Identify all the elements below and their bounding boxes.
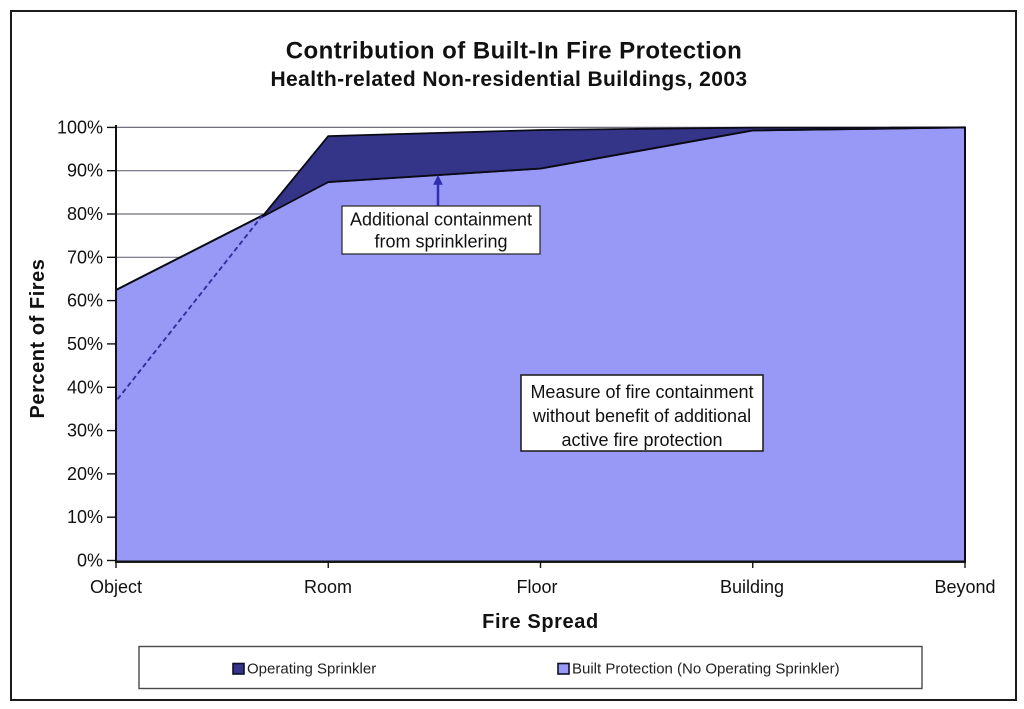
svg-text:Object: Object <box>90 577 142 597</box>
svg-text:Built Protection (No Operating: Built Protection (No Operating Sprinkler… <box>572 661 840 678</box>
svg-text:80%: 80% <box>67 204 103 224</box>
svg-text:10%: 10% <box>67 507 103 527</box>
svg-text:Percent of Fires: Percent of Fires <box>27 259 49 419</box>
svg-text:70%: 70% <box>67 247 103 267</box>
svg-text:without benefit of additional: without benefit of additional <box>532 406 751 426</box>
svg-text:Fire Spread: Fire Spread <box>482 611 599 633</box>
svg-text:100%: 100% <box>57 117 103 137</box>
svg-text:Building: Building <box>720 577 784 597</box>
svg-text:Beyond: Beyond <box>934 577 995 597</box>
svg-text:Contribution of Built-In Fire: Contribution of Built-In Fire Protection <box>286 38 743 65</box>
svg-text:50%: 50% <box>67 334 103 354</box>
svg-text:Health-related Non-residential: Health-related Non-residential Buildings… <box>270 68 747 91</box>
svg-text:Additional containment: Additional containment <box>350 210 532 230</box>
svg-text:20%: 20% <box>67 464 103 484</box>
svg-text:40%: 40% <box>67 377 103 397</box>
svg-text:active fire protection: active fire protection <box>561 430 722 450</box>
svg-text:30%: 30% <box>67 421 103 441</box>
svg-text:90%: 90% <box>67 161 103 181</box>
svg-text:0%: 0% <box>77 551 103 571</box>
svg-text:from sprinklering: from sprinklering <box>374 232 507 252</box>
svg-text:60%: 60% <box>67 291 103 311</box>
svg-text:Measure of fire containment: Measure of fire containment <box>530 382 753 402</box>
svg-text:Floor: Floor <box>516 577 557 597</box>
svg-text:Room: Room <box>304 577 352 597</box>
svg-text:Operating Sprinkler: Operating Sprinkler <box>247 661 376 678</box>
